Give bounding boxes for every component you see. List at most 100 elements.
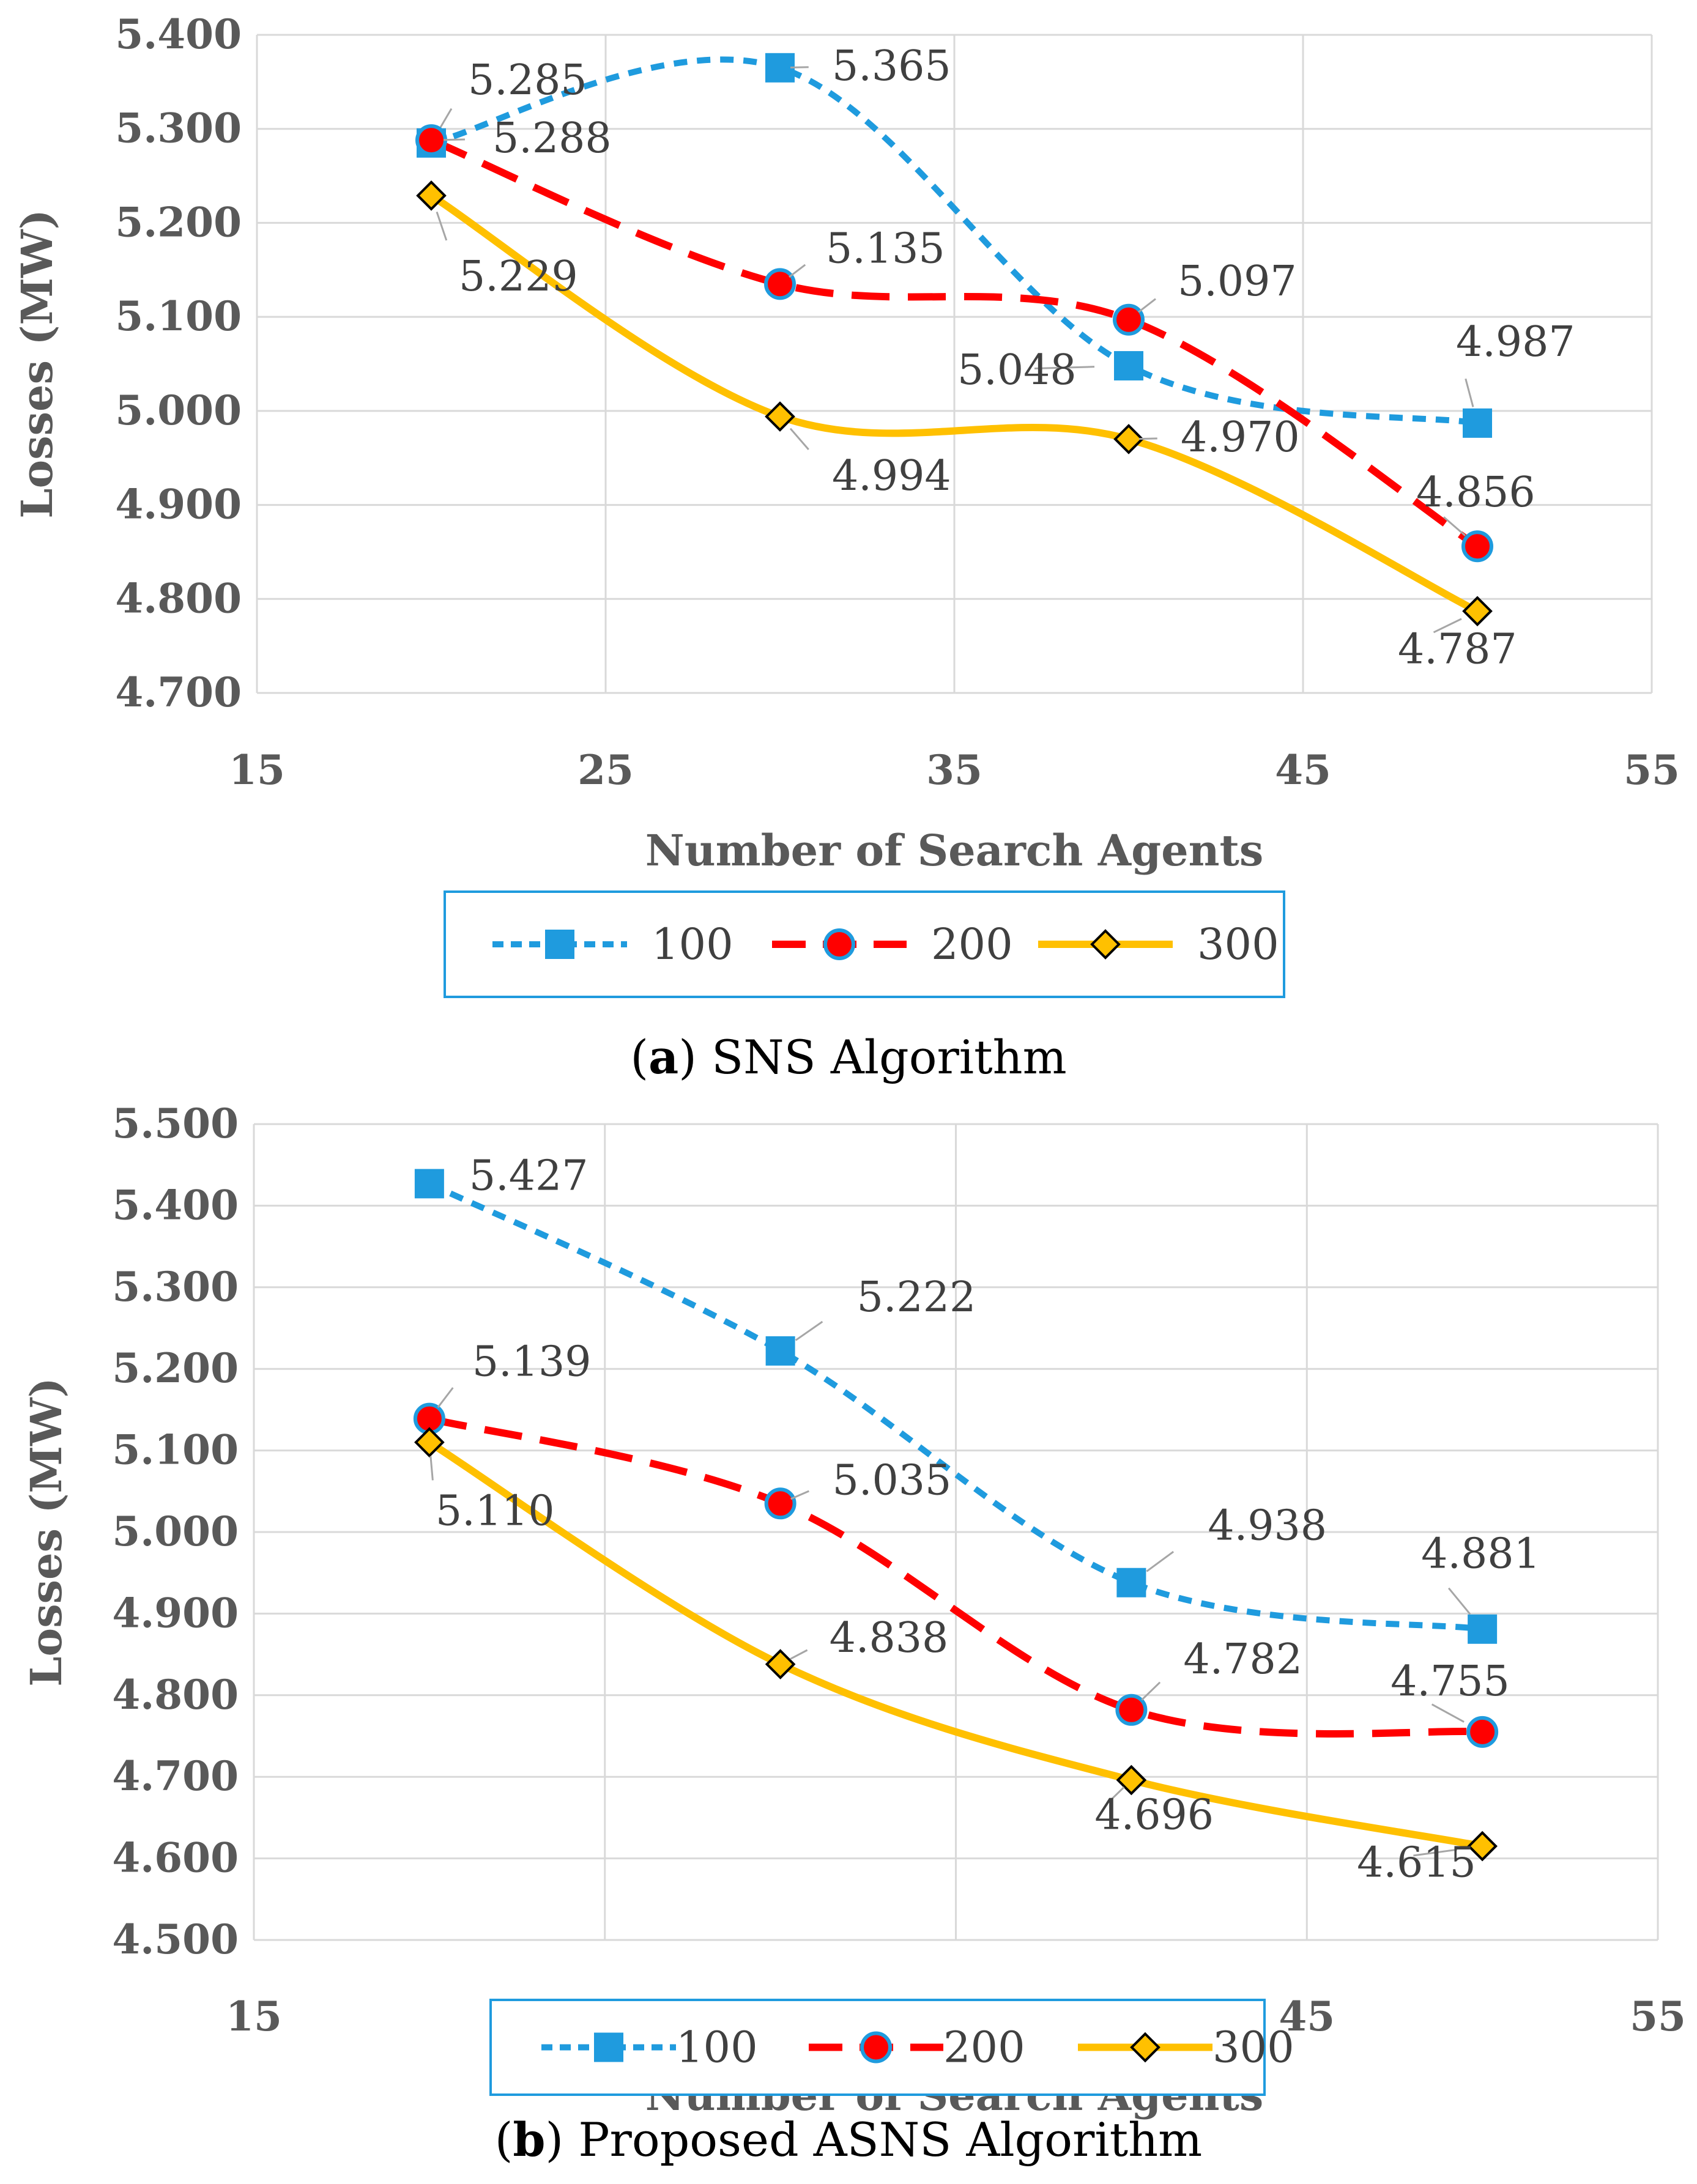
y-tick-label: 5.100 [115,292,242,340]
y-axis-title: Losses (MW) [12,209,62,518]
x-axis-title: Number of Search Agents [645,825,1264,876]
chart-panel-b: 4.500 4.600 4.700 4.800 4.900 5.000 5.100 5.200… [21,1100,1686,2167]
legend-label-300: 300 [1197,919,1279,969]
legend-marker-300 [1130,2032,1160,2063]
leader-line [1447,1587,1471,1615]
data-point-200-x40 [1115,1694,1148,1726]
y-tick-label: 5.000 [112,1508,239,1555]
data-point-100-x50 [1463,408,1492,438]
data-label-300-x40: 4.970 [1181,413,1300,462]
leader-line [436,211,448,241]
legend-label-300: 300 [1212,2023,1294,2073]
y-tick-label: 4.800 [112,1671,239,1719]
leader-line [1141,1681,1161,1701]
data-point-300-x40 [1116,1764,1147,1796]
x-tick-label: 45 [1279,1993,1335,2040]
data-point-300-x50 [1462,596,1493,627]
legend-label-200: 200 [931,919,1013,969]
data-label-200-x20: 5.139 [472,1338,592,1386]
data-label-100-x30: 5.365 [832,42,951,91]
series-line-100 [428,1180,1483,1632]
y-axis-title: Losses (MW) [21,1377,72,1686]
y-tick-label: 5.400 [112,1181,239,1229]
x-tick-label: 15 [226,1993,282,2040]
x-tick-label: 35 [926,746,982,794]
leader-line [1465,378,1474,407]
data-label-100-x40: 5.048 [957,346,1077,394]
data-label-300-x30: 4.994 [832,452,951,500]
series-line-300 [427,1439,1483,1850]
panel-letter: b [513,2112,545,2167]
data-point-200-x50 [1466,1716,1499,1748]
data-point-100-x30 [765,1336,795,1366]
series-line-100 [430,56,1478,426]
x-tick-label: 15 [229,746,285,794]
leader-line [437,1387,454,1408]
y-tick-label: 5.200 [112,1344,239,1392]
leader-line [790,1490,809,1500]
leader-line [1110,1786,1125,1801]
series-line-200 [429,136,1480,550]
y-tick-label: 5.400 [115,10,242,58]
data-point-100-x40 [1114,351,1143,381]
legend-label-100: 100 [652,919,733,969]
data-point-200-x20 [415,124,447,157]
data-point-100-x20 [414,1169,444,1199]
y-tick-label: 4.900 [112,1589,239,1637]
data-point-300-x40 [1113,424,1144,454]
legend-label-200: 200 [943,2023,1025,2073]
data-point-200-x30 [764,268,796,300]
y-tick-label: 5.500 [112,1100,239,1147]
panel-caption: (a) SNS Algorithm [630,1030,1066,1084]
leader-line [443,138,466,141]
y-tick-label: 4.800 [115,574,242,622]
leader-line [1034,366,1095,369]
y-tick-label: 5.200 [115,198,242,246]
legend-label-100: 100 [676,2023,758,2073]
y-tick-label: 4.700 [115,668,242,716]
data-label-100-x20: 5.285 [468,56,587,105]
data-label-300-x20: 5.110 [436,1487,555,1535]
data-label-100-x20: 5.427 [469,1152,589,1200]
data-label-200-x30: 5.135 [826,224,945,273]
leader-line [1433,618,1462,634]
leader-line [1443,516,1466,536]
y-tick-label: 5.000 [115,387,242,434]
x-tick-label: 55 [1630,1993,1686,2040]
x-tick-label: 45 [1275,746,1331,794]
data-label-300-x50: 4.787 [1398,625,1517,673]
leader-line [1431,1703,1465,1723]
data-label-200-x20: 5.288 [492,114,612,163]
legend-marker-100 [545,930,574,959]
y-tick-label: 4.900 [115,481,242,528]
data-point-200-x50 [1461,530,1493,563]
legend-marker-300 [1090,929,1121,960]
data-point-300-x50 [1467,1830,1498,1862]
data-label-200-x30: 5.035 [833,1456,952,1505]
series-line-200 [428,1415,1483,1738]
data-point-100-x50 [1468,1614,1498,1644]
data-label-200-x40: 5.097 [1178,257,1297,306]
data-point-300-x20 [416,180,447,211]
series-line-300 [429,192,1479,615]
data-label-300-x50: 4.615 [1357,1839,1476,1887]
leader-line [1146,1550,1175,1572]
y-tick-label: 4.500 [112,1916,239,1963]
leader-line [790,66,809,68]
data-point-200-x40 [1113,303,1145,336]
data-label-300-x40: 4.696 [1094,1791,1214,1840]
data-label-200-x40: 4.782 [1183,1635,1302,1684]
data-point-100-x30 [765,53,795,83]
data-point-100-x40 [1116,1568,1146,1597]
leader-line [1138,298,1156,313]
leader-line [795,1320,823,1341]
data-label-200-x50: 4.755 [1391,1657,1510,1706]
data-label-100-x50: 4.881 [1421,1530,1540,1579]
data-label-300-x30: 4.838 [830,1614,949,1662]
legend-marker-100 [594,2032,623,2062]
legend-marker-200 [823,928,855,960]
data-label-300-x20: 5.229 [459,253,578,301]
leader-line [1413,1848,1458,1857]
data-label-100-x40: 4.938 [1208,1502,1327,1550]
